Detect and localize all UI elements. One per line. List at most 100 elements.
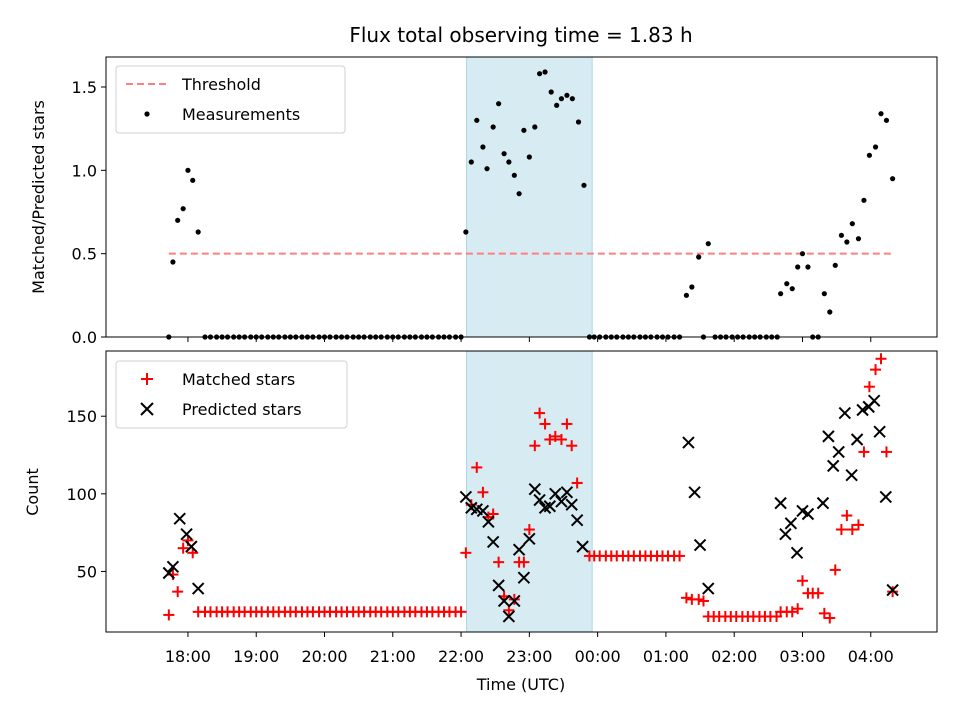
predicted-point xyxy=(850,433,864,446)
matched-point xyxy=(561,418,573,430)
predicted-point xyxy=(185,540,198,553)
y-tick-label: 1.0 xyxy=(72,161,97,180)
ratio-legend: Threshold Measurements xyxy=(115,65,346,134)
x-tick-label: 02:00 xyxy=(711,647,757,666)
predicted-point xyxy=(801,507,815,521)
measurement-point xyxy=(532,124,538,130)
predicted-point xyxy=(576,540,589,553)
matched-point xyxy=(177,542,189,554)
measurement-point xyxy=(581,182,587,188)
measurement-point xyxy=(474,117,480,123)
measurement-point xyxy=(575,119,582,125)
measurement-point xyxy=(463,229,469,235)
measurement-point xyxy=(516,191,522,197)
x-tick-label: 19:00 xyxy=(233,647,279,666)
ratio-axes-frame xyxy=(105,56,938,338)
predicted-point xyxy=(682,436,695,449)
matched-point xyxy=(493,556,505,568)
matched-point xyxy=(829,564,841,576)
measurement-point xyxy=(496,101,502,107)
matched-point xyxy=(824,612,836,624)
measurement-point xyxy=(795,264,801,270)
measurement-point xyxy=(821,291,827,297)
matched-point xyxy=(693,593,705,605)
matched-point xyxy=(863,381,875,393)
count-legend: Matched stars Predicted stars xyxy=(115,360,348,429)
matched-point xyxy=(674,550,686,562)
legend-measurements-label: Measurements xyxy=(182,105,300,124)
count-axes-frame xyxy=(105,350,938,633)
measurement-point xyxy=(805,264,811,270)
predicted-point xyxy=(528,482,542,496)
matched-point xyxy=(852,519,864,531)
predicted-point xyxy=(816,496,830,510)
y-tick-label: 50 xyxy=(77,562,97,581)
matched-point xyxy=(518,556,530,568)
series-matched-stars xyxy=(163,353,899,624)
measurement-point xyxy=(827,309,833,315)
matched-point xyxy=(163,609,175,621)
predicted-point xyxy=(822,430,835,443)
predicted-point xyxy=(166,560,180,574)
predicted-point xyxy=(688,486,701,499)
measurement-point xyxy=(190,177,196,183)
matched-point xyxy=(172,586,184,598)
x-tick-label: 20:00 xyxy=(301,647,347,666)
measurement-point xyxy=(554,102,560,108)
matched-point xyxy=(796,575,808,587)
predicted-point xyxy=(459,490,473,504)
matched-point xyxy=(549,430,561,442)
matched-point xyxy=(846,524,858,536)
measurement-point xyxy=(548,89,554,95)
legend-predicted-swatch xyxy=(140,402,154,416)
measurement-point xyxy=(501,151,507,157)
measurement-point xyxy=(480,144,486,150)
measurement-point xyxy=(866,152,873,158)
matched-point xyxy=(471,461,483,473)
measurement-point xyxy=(883,117,890,123)
matched-point xyxy=(555,433,567,445)
predicted-point xyxy=(827,459,840,473)
measurement-point xyxy=(696,254,702,260)
y-tick-label: 100 xyxy=(66,485,97,504)
matched-point xyxy=(835,524,847,536)
measurement-point xyxy=(832,262,838,268)
measurement-point xyxy=(855,236,862,242)
predicted-point xyxy=(856,403,869,417)
matched-point xyxy=(880,446,892,458)
matched-point xyxy=(455,606,467,618)
x-tick-label: 21:00 xyxy=(370,647,416,666)
ratio-y-axis-label: Matched/Predicted stars xyxy=(29,100,48,294)
count-y-axis-label: Count xyxy=(23,468,42,516)
measurement-point xyxy=(195,229,201,235)
measurement-point xyxy=(185,167,191,173)
matched-point xyxy=(460,547,472,559)
ratio-shaded-span xyxy=(466,56,593,338)
x-tick-label: 23:00 xyxy=(506,647,552,666)
matched-point xyxy=(508,593,520,605)
y-tick-label: 150 xyxy=(66,407,97,426)
measurement-point xyxy=(778,291,784,297)
measurement-point xyxy=(838,232,845,238)
matched-point xyxy=(529,440,541,452)
measurement-point xyxy=(542,69,548,75)
matched-point xyxy=(697,595,709,607)
x-tick-label: 04:00 xyxy=(848,647,894,666)
measurement-point xyxy=(784,281,790,287)
x-tick-label: 01:00 xyxy=(643,647,689,666)
predicted-point xyxy=(832,445,845,459)
measurement-point xyxy=(536,71,543,77)
measurement-point xyxy=(844,239,850,245)
measurement-point xyxy=(506,159,512,165)
measurement-point xyxy=(490,124,496,130)
measurement-point xyxy=(468,159,474,165)
predicted-point xyxy=(497,594,511,608)
predicted-point xyxy=(533,493,546,507)
count-panel: 50 100 150 18:00 19:00 20:00 21:00 22:00 23:00 0… xyxy=(23,350,938,666)
predicted-point xyxy=(512,543,526,556)
predicted-point xyxy=(482,515,495,528)
series-predicted-stars xyxy=(162,394,899,623)
matched-point xyxy=(841,510,853,522)
x-tick-label: 18:00 xyxy=(165,647,211,666)
measurement-point xyxy=(564,92,570,98)
